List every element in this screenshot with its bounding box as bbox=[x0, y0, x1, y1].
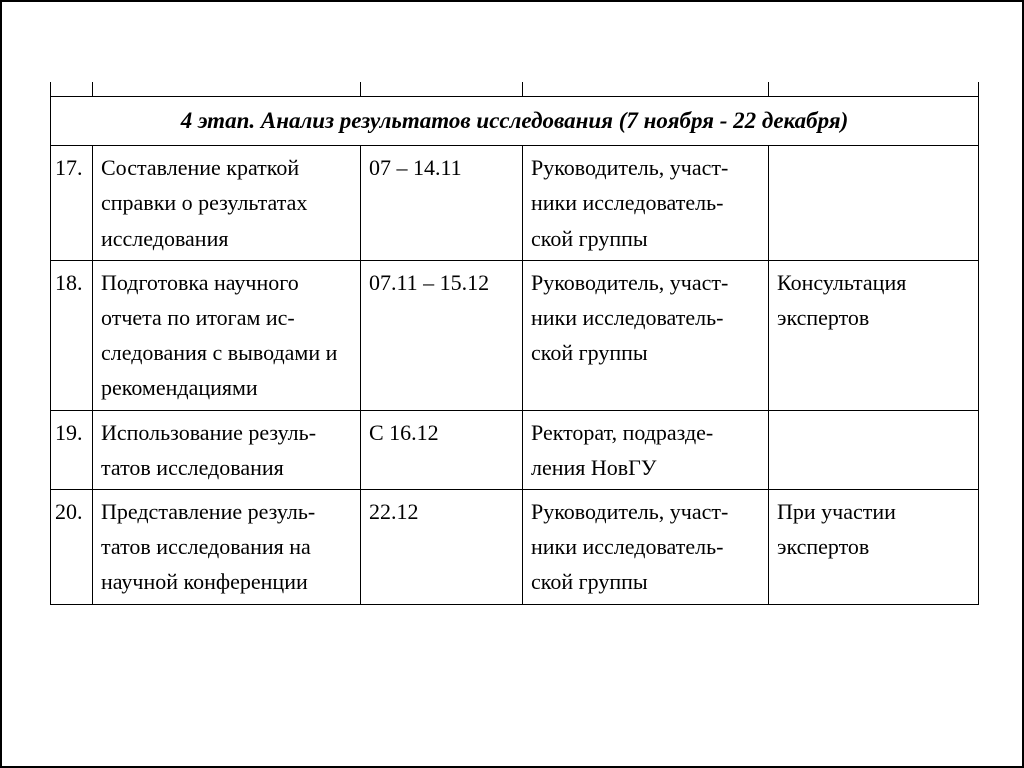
row-task: Использование резуль-татов исследования bbox=[93, 410, 361, 489]
schedule-table: 4 этап. Анализ результатов исследования … bbox=[50, 82, 979, 605]
stage-header: 4 этап. Анализ результатов исследования … bbox=[51, 96, 979, 146]
row-date: 22.12 bbox=[361, 489, 523, 604]
row-task: Составление краткой справки о результата… bbox=[93, 146, 361, 261]
row-responsible: Руководитель, участ-ники исследователь-с… bbox=[523, 260, 769, 410]
spacer-cell bbox=[93, 82, 361, 96]
row-responsible: Ректорат, подразде-ления НовГУ bbox=[523, 410, 769, 489]
row-task: Подготовка научного отчета по итогам ис-… bbox=[93, 260, 361, 410]
table-row: 18. Подготовка научного отчета по итогам… bbox=[51, 260, 979, 410]
table-row: 17. Составление краткой справки о резуль… bbox=[51, 146, 979, 261]
row-number: 17. bbox=[51, 146, 93, 261]
row-date: 07.11 – 15.12 bbox=[361, 260, 523, 410]
spacer-cell bbox=[51, 82, 93, 96]
row-note: Консультация экспертов bbox=[769, 260, 979, 410]
row-number: 18. bbox=[51, 260, 93, 410]
row-responsible: Руководитель, участ-ники исследователь-с… bbox=[523, 489, 769, 604]
spacer-row bbox=[51, 82, 979, 96]
row-note bbox=[769, 410, 979, 489]
row-number: 20. bbox=[51, 489, 93, 604]
row-task: Представление резуль-татов исследования … bbox=[93, 489, 361, 604]
row-note bbox=[769, 146, 979, 261]
table-row: 20. Представление резуль-татов исследова… bbox=[51, 489, 979, 604]
table-row: 19. Использование резуль-татов исследова… bbox=[51, 410, 979, 489]
schedule-table-container: 4 этап. Анализ результатов исследования … bbox=[50, 82, 978, 605]
row-date: С 16.12 bbox=[361, 410, 523, 489]
row-responsible: Руководитель, участ-ники исследователь-с… bbox=[523, 146, 769, 261]
spacer-cell bbox=[769, 82, 979, 96]
stage-header-row: 4 этап. Анализ результатов исследования … bbox=[51, 96, 979, 146]
spacer-cell bbox=[523, 82, 769, 96]
spacer-cell bbox=[361, 82, 523, 96]
row-note: При участии экспертов bbox=[769, 489, 979, 604]
row-number: 19. bbox=[51, 410, 93, 489]
row-date: 07 – 14.11 bbox=[361, 146, 523, 261]
